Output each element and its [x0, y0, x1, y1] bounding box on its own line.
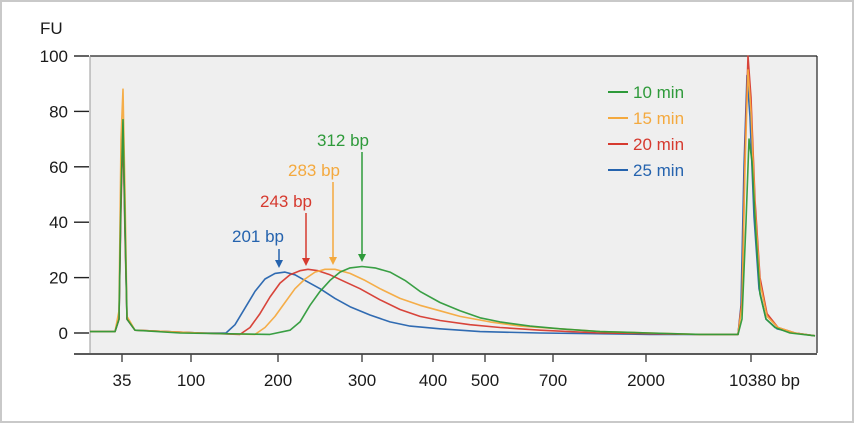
y-tick-label: 40: [49, 213, 68, 232]
arrow-down-icon: [302, 258, 310, 266]
y-axis-title: FU: [40, 19, 63, 38]
y-axis: 100 80 60 40 20 0: [40, 47, 89, 343]
peak-label: 201 bp: [232, 227, 284, 246]
peak-label: 312 bp: [317, 131, 369, 150]
series-curve-10-min: [90, 118, 816, 337]
x-tick-label: 300: [348, 371, 376, 390]
x-tick-label: 500: [471, 371, 499, 390]
x-tick-label: 2000: [627, 371, 665, 390]
x-tick-label: 10380 bp: [729, 371, 800, 390]
y-tick-label: 0: [59, 324, 68, 343]
arrow-down-icon: [275, 260, 283, 268]
plot-area: [90, 56, 817, 353]
x-tick-label: 400: [419, 371, 447, 390]
x-axis: 35 100 200 300 400 500 700 2000 10380 bp: [113, 354, 800, 390]
x-tick-label: 100: [177, 371, 205, 390]
x-tick-label: 35: [113, 371, 132, 390]
legend-label: 15 min: [633, 109, 684, 128]
legend: 10 min 15 min 20 min 25 min: [608, 83, 684, 180]
y-tick-label: 20: [49, 269, 68, 288]
legend-label: 25 min: [633, 161, 684, 180]
x-tick-label: 700: [539, 371, 567, 390]
arrow-down-icon: [358, 254, 366, 262]
y-tick-label: 100: [40, 47, 68, 66]
peak-annotations: 312 bp 283 bp 243 bp 201 bp: [232, 131, 369, 268]
y-tick-label: 80: [49, 102, 68, 121]
peak-label: 243 bp: [260, 192, 312, 211]
x-tick-label: 200: [264, 371, 292, 390]
series-curves: [90, 55, 816, 337]
arrow-down-icon: [329, 257, 337, 265]
peak-label: 283 bp: [288, 161, 340, 180]
y-tick-label: 60: [49, 158, 68, 177]
legend-label: 10 min: [633, 83, 684, 102]
legend-label: 20 min: [633, 135, 684, 154]
